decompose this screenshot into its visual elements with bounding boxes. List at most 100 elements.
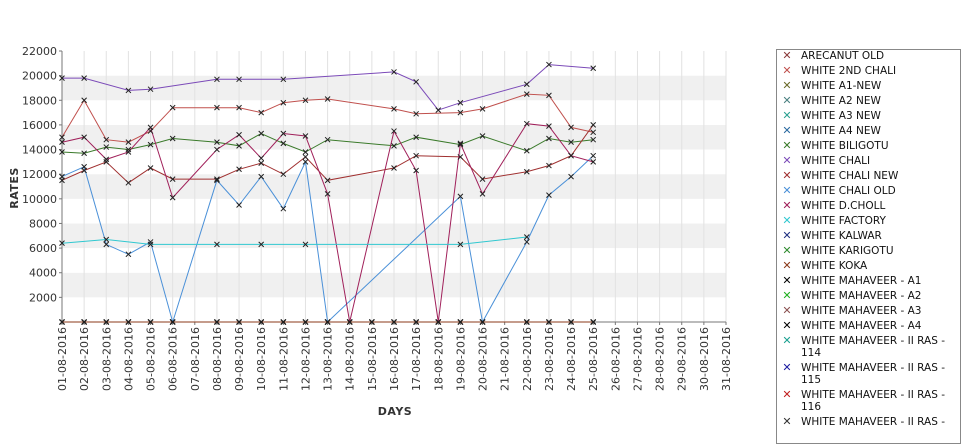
legend-label: WHITE MAHAVEER - II RAS - 116 bbox=[801, 389, 945, 413]
data-point bbox=[147, 239, 154, 245]
x-axis-title: DAYS bbox=[378, 405, 412, 418]
legend-item: ✕ WHITE A4 NEW bbox=[777, 125, 960, 140]
data-point bbox=[568, 152, 574, 159]
data-point bbox=[258, 319, 265, 325]
data-point bbox=[457, 141, 464, 148]
legend-item: ✕ WHITE KOKA bbox=[777, 260, 960, 275]
x-tick-label: 20-08-2016 bbox=[477, 327, 490, 391]
series-line bbox=[61, 132, 594, 154]
y-tick-label: 22000 bbox=[22, 45, 57, 58]
data-point bbox=[590, 152, 597, 159]
data-point bbox=[391, 106, 397, 112]
legend-marker-icon: ✕ bbox=[782, 199, 792, 212]
data-point bbox=[169, 176, 176, 182]
data-point bbox=[324, 177, 331, 184]
x-tick-label: 11-08-2016 bbox=[277, 327, 290, 391]
x-tick-label: 19-08-2016 bbox=[454, 327, 467, 391]
legend-marker-icon: ✕ bbox=[782, 334, 792, 347]
legend-label: WHITE MAHAVEER - A2 bbox=[801, 290, 922, 302]
data-point bbox=[169, 194, 176, 201]
data-point bbox=[479, 191, 486, 197]
data-point bbox=[523, 81, 530, 88]
data-point bbox=[125, 87, 132, 94]
series-line bbox=[62, 64, 594, 111]
data-point bbox=[103, 236, 110, 243]
data-point bbox=[81, 97, 87, 104]
series-markers bbox=[59, 61, 597, 325]
data-point bbox=[523, 239, 530, 245]
legend-item: ✕ WHITE BILIGOTU bbox=[777, 140, 960, 155]
legend-label: WHITE 2ND CHALI bbox=[801, 65, 897, 77]
data-point bbox=[479, 133, 486, 139]
legend-item: ✕ WHITE MAHAVEER - II RAS - 116 bbox=[777, 389, 960, 416]
series-line bbox=[61, 124, 594, 184]
rates-line-chart: 2000 4000 6000 8000 10000 12000 14000 16000 1800… bbox=[8, 45, 733, 418]
legend-item: ✕ WHITE MAHAVEER - A1 bbox=[777, 275, 960, 290]
x-tick-label: 22-08-2016 bbox=[521, 327, 534, 391]
x-tick-label: 12-08-2016 bbox=[299, 327, 312, 391]
x-tick-labels: 01-08-2016 02-08-2016 03-08-2016 04-08-2016… bbox=[56, 327, 733, 391]
data-point bbox=[280, 205, 287, 212]
data-point bbox=[236, 202, 242, 208]
series-line bbox=[61, 155, 594, 324]
data-point bbox=[59, 134, 65, 141]
data-point bbox=[103, 144, 110, 150]
x-tick-label: 31-08-2016 bbox=[720, 327, 733, 391]
data-point bbox=[523, 147, 530, 154]
data-point bbox=[125, 139, 132, 146]
legend-marker-icon: ✕ bbox=[782, 361, 792, 374]
legend-marker-icon: ✕ bbox=[782, 319, 792, 332]
data-point bbox=[590, 129, 597, 136]
legend-label: WHITE A3 NEW bbox=[801, 110, 881, 122]
legend-item: ✕ WHITE MAHAVEER - II RAS - 114 bbox=[777, 335, 960, 362]
data-point bbox=[302, 159, 309, 165]
data-point bbox=[523, 168, 530, 175]
data-point bbox=[258, 155, 265, 162]
x-tick-label: 02-08-2016 bbox=[78, 327, 91, 391]
x-tick-label: 23-08-2016 bbox=[543, 327, 556, 391]
x-tick-label: 05-08-2016 bbox=[145, 327, 158, 391]
x-tick-label: 07-08-2016 bbox=[189, 327, 202, 391]
data-point bbox=[214, 139, 220, 146]
legend-marker-icon: ✕ bbox=[782, 304, 792, 317]
legend-marker-icon: ✕ bbox=[782, 124, 792, 137]
data-point bbox=[147, 86, 154, 93]
data-point bbox=[125, 319, 132, 325]
data-point bbox=[280, 76, 287, 83]
data-point bbox=[258, 173, 265, 180]
y-tick-label: 4000 bbox=[29, 267, 57, 280]
x-tick-label: 10-08-2016 bbox=[255, 327, 268, 391]
x-tick-label: 08-08-2016 bbox=[211, 327, 224, 391]
data-point bbox=[236, 142, 242, 149]
x-tick-label: 30-08-2016 bbox=[698, 327, 711, 391]
data-point bbox=[280, 130, 287, 137]
data-point bbox=[302, 319, 309, 325]
data-point bbox=[214, 146, 220, 153]
data-point bbox=[59, 173, 65, 180]
data-point bbox=[81, 75, 87, 81]
legend-label: WHITE MAHAVEER - II RAS - 115 bbox=[801, 362, 945, 386]
data-point bbox=[302, 149, 309, 155]
legend-item: ✕ WHITE MAHAVEER - A2 bbox=[777, 290, 960, 305]
data-point bbox=[457, 154, 464, 160]
x-tick-label: 04-08-2016 bbox=[122, 327, 135, 391]
y-axis-title: RATES bbox=[8, 167, 21, 209]
legend-item: ✕ WHITE CHALI bbox=[777, 155, 960, 170]
legend-label: WHITE FACTORY bbox=[801, 215, 886, 227]
data-point bbox=[103, 241, 110, 248]
data-point bbox=[546, 92, 552, 99]
data-point bbox=[546, 135, 552, 142]
series-line bbox=[61, 236, 527, 245]
data-point bbox=[413, 167, 419, 174]
legend-label: WHITE KALWAR bbox=[801, 230, 882, 242]
data-point bbox=[236, 131, 242, 138]
data-point bbox=[236, 319, 242, 325]
data-point bbox=[324, 191, 331, 197]
legend-label: WHITE CHALI bbox=[801, 155, 871, 167]
legend-marker-icon: ✕ bbox=[782, 289, 792, 302]
y-tick-label: 12000 bbox=[22, 168, 57, 181]
legend-label: WHITE A4 NEW bbox=[801, 125, 881, 137]
data-point bbox=[169, 319, 176, 325]
data-point bbox=[169, 135, 176, 142]
data-point bbox=[236, 76, 242, 83]
